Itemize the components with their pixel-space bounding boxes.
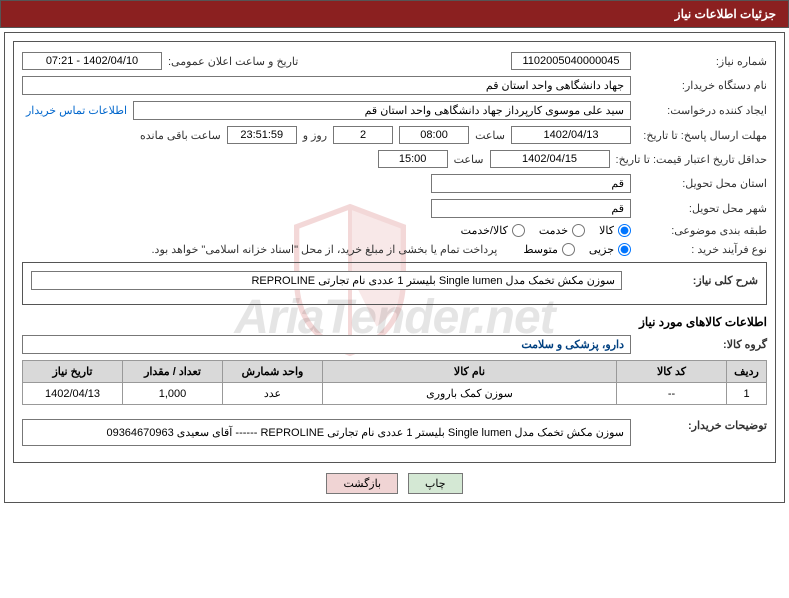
summary-value: سوزن مکش تخمک مدل Single lumen بلیستر 1 … bbox=[31, 271, 622, 290]
deadline-time-label: ساعت bbox=[475, 129, 505, 142]
form-panel: شماره نیاز: 1102005040000045 تاریخ و ساع… bbox=[13, 41, 776, 463]
days-remain: 2 bbox=[333, 126, 393, 144]
buyer-org-label: نام دستگاه خریدار: bbox=[637, 79, 767, 92]
cell-name: سوزن کمک باروری bbox=[323, 383, 617, 405]
cell-qty: 1,000 bbox=[123, 383, 223, 405]
buyer-notes-label: توضیحات خریدار: bbox=[637, 413, 767, 432]
row-requester: ایجاد کننده درخواست: سید علی موسوی کارپر… bbox=[22, 101, 767, 120]
deadline-time: 08:00 bbox=[399, 126, 469, 144]
goods-table: ردیف کد کالا نام کالا واحد شمارش تعداد /… bbox=[22, 360, 767, 405]
time-remain: 23:51:59 bbox=[227, 126, 297, 144]
radio-service[interactable]: خدمت bbox=[539, 224, 585, 237]
buyer-notes-value: سوزن مکش تخمک مدل Single lumen بلیستر 1 … bbox=[22, 419, 631, 446]
cell-date: 1402/04/13 bbox=[23, 383, 123, 405]
requester-label: ایجاد کننده درخواست: bbox=[637, 104, 767, 117]
deadline-date: 1402/04/13 bbox=[511, 126, 631, 144]
table-row: 1--سوزن کمک باروریعدد1,0001402/04/13 bbox=[23, 383, 767, 405]
validity-time: 15:00 bbox=[378, 150, 448, 168]
table-header-row: ردیف کد کالا نام کالا واحد شمارش تعداد /… bbox=[23, 361, 767, 383]
row-buyer-org: نام دستگاه خریدار: جهاد دانشگاهی واحد اس… bbox=[22, 76, 767, 95]
radio-both[interactable]: کالا/خدمت bbox=[461, 224, 525, 237]
city-label: شهر محل تحویل: bbox=[637, 202, 767, 215]
row-group: گروه کالا: دارو، پزشکی و سلامت bbox=[22, 335, 767, 354]
button-row: چاپ بازگشت bbox=[13, 473, 776, 494]
main-container: شماره نیاز: 1102005040000045 تاریخ و ساع… bbox=[4, 32, 785, 503]
th-unit: واحد شمارش bbox=[223, 361, 323, 383]
th-qty: تعداد / مقدار bbox=[123, 361, 223, 383]
deadline-label: مهلت ارسال پاسخ: تا تاریخ: bbox=[637, 129, 767, 142]
row-request-no: شماره نیاز: 1102005040000045 تاریخ و ساع… bbox=[22, 52, 767, 70]
header-title: جزئیات اطلاعات نیاز bbox=[675, 7, 776, 21]
class-label: طبقه بندی موضوعی: bbox=[637, 224, 767, 237]
city-value: قم bbox=[431, 199, 631, 218]
cell-row: 1 bbox=[727, 383, 767, 405]
row-buyer-notes: توضیحات خریدار: سوزن مکش تخمک مدل Single… bbox=[22, 413, 767, 446]
class-radio-group: کالا خدمت کالا/خدمت bbox=[461, 224, 631, 237]
validity-date: 1402/04/15 bbox=[490, 150, 610, 168]
radio-partial[interactable]: جزیی bbox=[589, 243, 631, 256]
row-deadline: مهلت ارسال پاسخ: تا تاریخ: 1402/04/13 سا… bbox=[22, 126, 767, 144]
row-summary: شرح کلی نیاز: سوزن مکش تخمک مدل Single l… bbox=[31, 271, 758, 290]
radio-goods[interactable]: کالا bbox=[599, 224, 631, 237]
process-radio-group: جزیی متوسط bbox=[523, 243, 631, 256]
th-date: تاریخ نیاز bbox=[23, 361, 123, 383]
province-value: قم bbox=[431, 174, 631, 193]
group-label: گروه کالا: bbox=[637, 338, 767, 351]
time-remain-label: ساعت باقی مانده bbox=[140, 129, 221, 142]
row-classification: طبقه بندی موضوعی: کالا خدمت کالا/خدمت bbox=[22, 224, 767, 237]
contact-link[interactable]: اطلاعات تماس خریدار bbox=[26, 104, 127, 117]
buyer-org-value: جهاد دانشگاهی واحد استان قم bbox=[22, 76, 631, 95]
page-header: جزئیات اطلاعات نیاز bbox=[0, 0, 789, 28]
row-validity: حداقل تاریخ اعتبار قیمت: تا تاریخ: 1402/… bbox=[22, 150, 767, 168]
province-label: استان محل تحویل: bbox=[637, 177, 767, 190]
days-remain-label: روز و bbox=[303, 129, 327, 142]
th-name: نام کالا bbox=[323, 361, 617, 383]
group-value: دارو، پزشکی و سلامت bbox=[22, 335, 631, 354]
request-no-value: 1102005040000045 bbox=[511, 52, 631, 70]
row-province: استان محل تحویل: قم bbox=[22, 174, 767, 193]
row-city: شهر محل تحویل: قم bbox=[22, 199, 767, 218]
cell-unit: عدد bbox=[223, 383, 323, 405]
process-note: پرداخت تمام یا بخشی از مبلغ خرید، از محل… bbox=[152, 243, 498, 256]
summary-label: شرح کلی نیاز: bbox=[628, 274, 758, 287]
announce-value: 1402/04/10 - 07:21 bbox=[22, 52, 162, 70]
cell-code: -- bbox=[617, 383, 727, 405]
announce-label: تاریخ و ساعت اعلان عمومی: bbox=[168, 55, 298, 68]
validity-time-label: ساعت bbox=[454, 153, 484, 166]
th-code: کد کالا bbox=[617, 361, 727, 383]
requester-value: سید علی موسوی کارپرداز جهاد دانشگاهی واح… bbox=[133, 101, 631, 120]
th-row: ردیف bbox=[727, 361, 767, 383]
summary-panel: شرح کلی نیاز: سوزن مکش تخمک مدل Single l… bbox=[22, 262, 767, 305]
row-process: نوع فرآیند خرید : جزیی متوسط پرداخت تمام… bbox=[22, 243, 767, 256]
radio-medium[interactable]: متوسط bbox=[523, 243, 575, 256]
back-button[interactable]: بازگشت bbox=[326, 473, 398, 494]
print-button[interactable]: چاپ bbox=[408, 473, 463, 494]
goods-info-title: اطلاعات کالاهای مورد نیاز bbox=[22, 315, 767, 329]
validity-label: حداقل تاریخ اعتبار قیمت: تا تاریخ: bbox=[616, 153, 767, 166]
request-no-label: شماره نیاز: bbox=[637, 55, 767, 68]
process-label: نوع فرآیند خرید : bbox=[637, 243, 767, 256]
